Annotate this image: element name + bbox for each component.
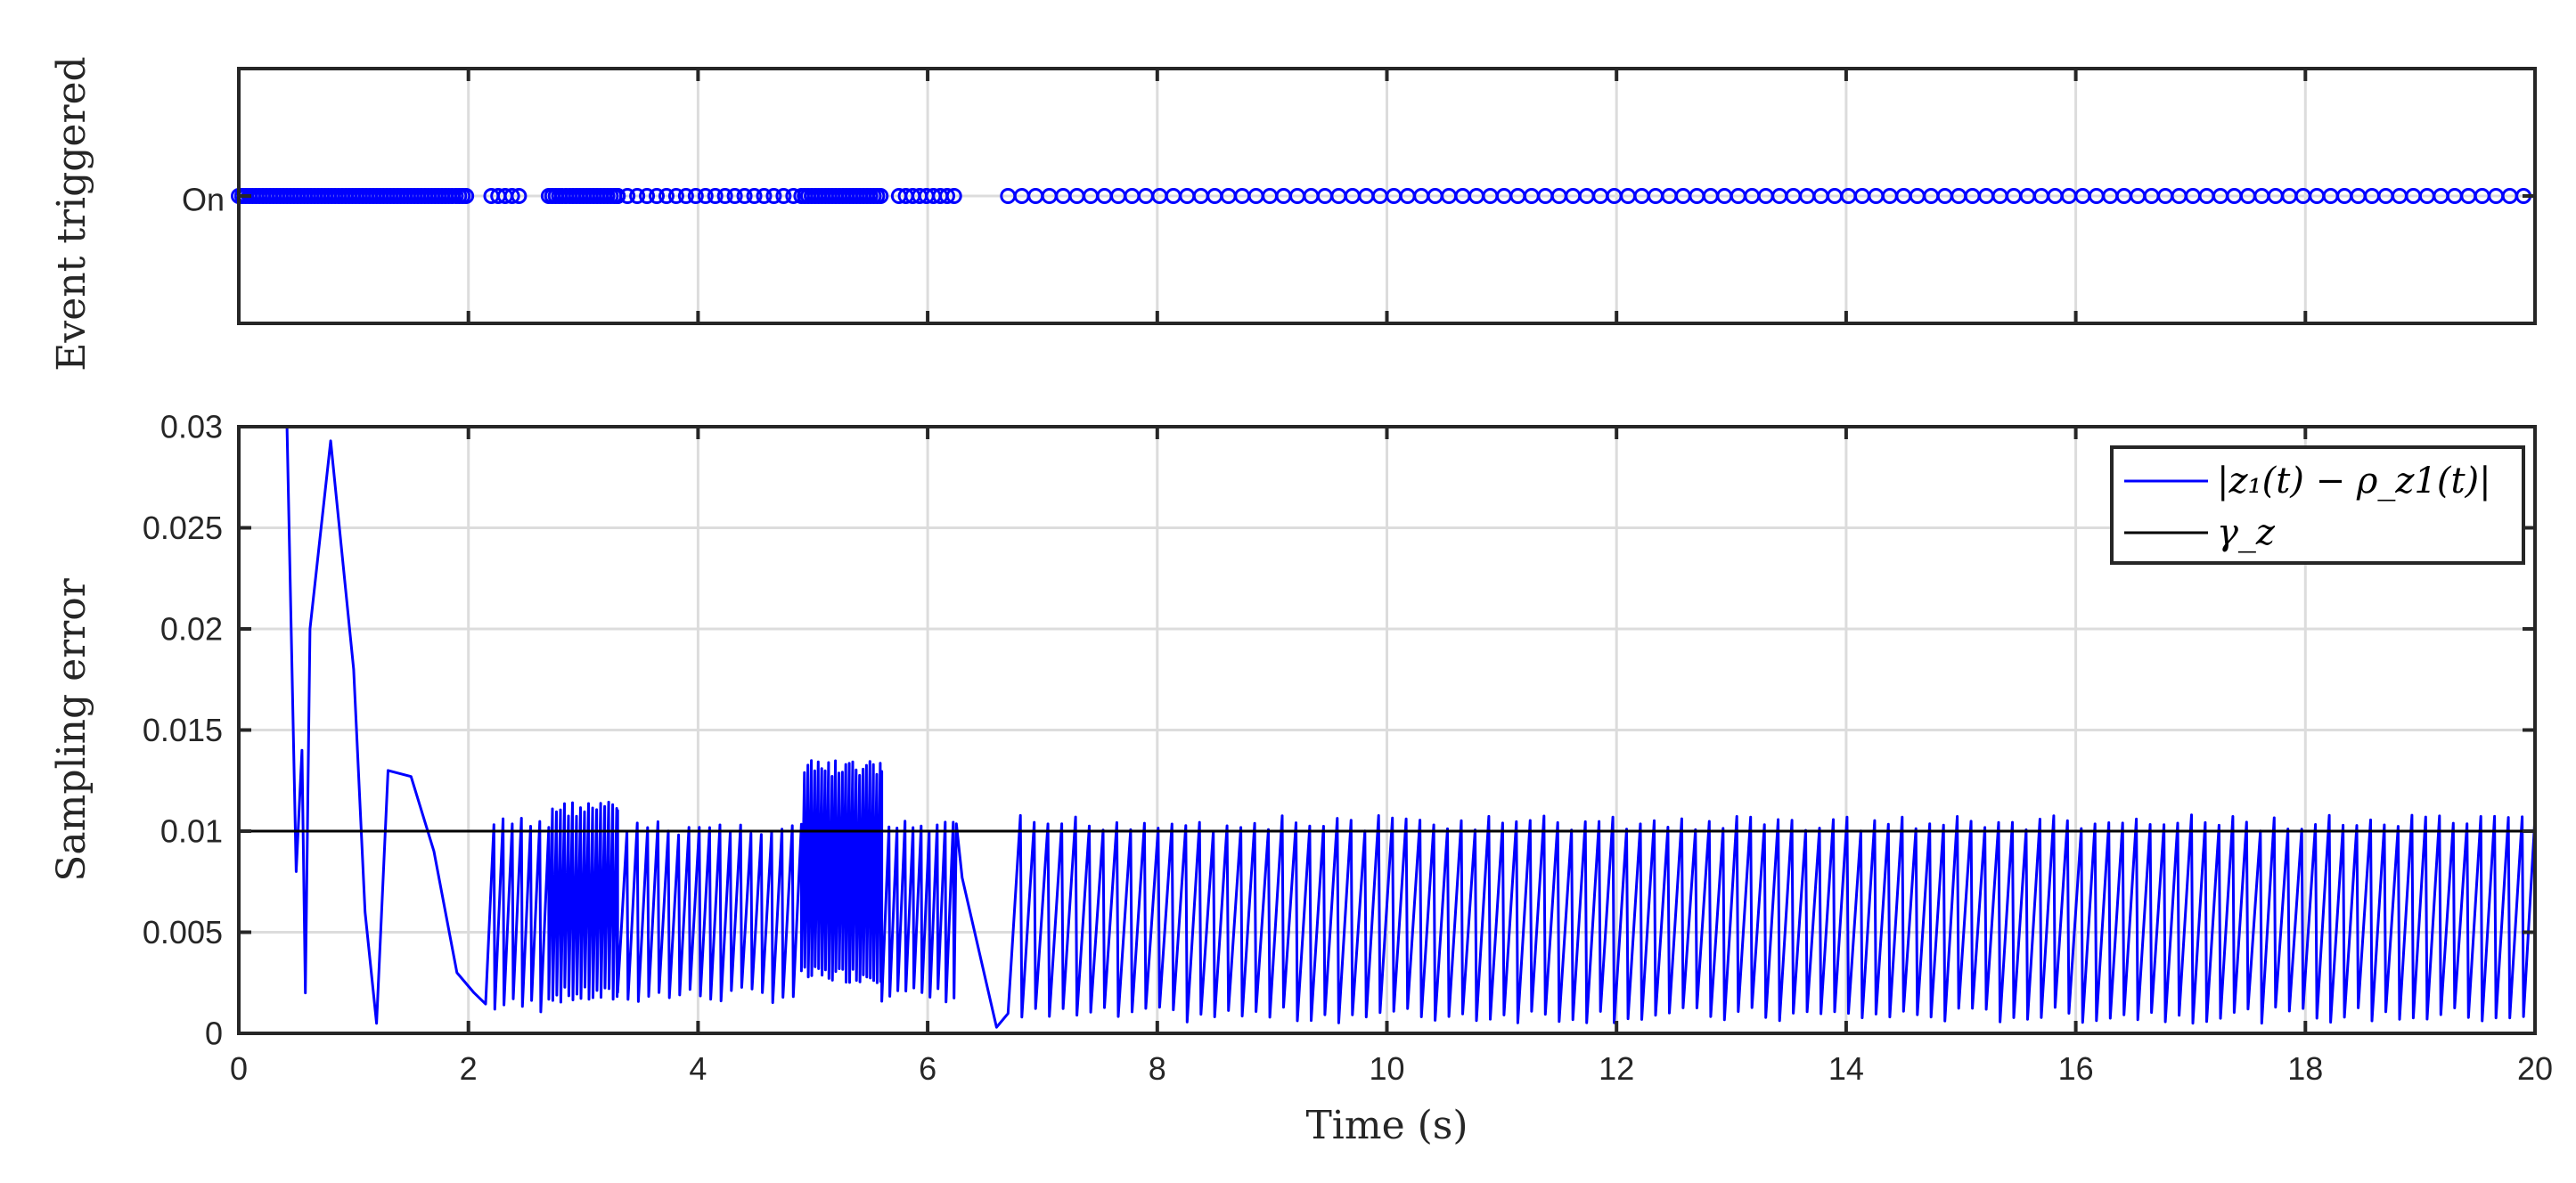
- x-tick-label: 18: [2287, 1050, 2323, 1087]
- event-marker: [736, 188, 753, 204]
- x-tick-label: 12: [1599, 1050, 1634, 1087]
- event-marker: [726, 188, 743, 204]
- x-tick-label: 4: [689, 1050, 707, 1087]
- y-axis-label: Sampling error: [49, 577, 94, 881]
- legend-box: [2110, 445, 2525, 565]
- x-tick-label: 16: [2058, 1050, 2094, 1087]
- y-tick-label: 0.005: [143, 914, 223, 950]
- event-marker: [667, 188, 684, 204]
- x-tick-label: 8: [1149, 1050, 1166, 1087]
- event-marker: [458, 188, 475, 204]
- event-marker: [872, 188, 889, 204]
- legend-label-sampling-error: |z₁(t) − ρ_z1(t)|: [2217, 461, 2491, 502]
- y-tick-label: 0.03: [160, 409, 223, 445]
- y-tick-label: 0.01: [160, 813, 223, 850]
- event-marker: [503, 188, 520, 204]
- event-marker: [658, 188, 675, 204]
- event-marker: [716, 188, 733, 204]
- bottom-ticks: [237, 425, 2537, 1035]
- x-tick-labels: 0 2 4 6 8 10 12 14 16 18 20: [230, 1050, 2553, 1087]
- event-marker: [945, 188, 962, 204]
- y-tick-label: 0.02: [160, 611, 223, 648]
- event-marker: [619, 188, 636, 204]
- top-ticks: [237, 69, 2537, 323]
- event-marker: [765, 188, 782, 204]
- x-tick-label: 6: [919, 1050, 936, 1087]
- legend: |z₁(t) − ρ_z1(t)| γ_z: [2110, 445, 2525, 565]
- event-marker: [939, 188, 956, 204]
- x-tick-label: 14: [1828, 1050, 1864, 1087]
- top-ylabel: Event triggered: [49, 56, 94, 371]
- event-marker: [746, 188, 763, 204]
- y-tick-label: 0: [205, 1016, 223, 1052]
- series-line-sampling-error: [285, 427, 2535, 1029]
- x-tick-label: 0: [230, 1050, 248, 1087]
- event-marker: [756, 188, 773, 204]
- legend-label-threshold: γ_z: [2217, 512, 2276, 553]
- event-marker: [775, 188, 792, 204]
- event-marker: [707, 188, 724, 204]
- y-tick-label: 0.015: [143, 712, 223, 748]
- event-marker: [677, 188, 694, 204]
- x-tick-label: 20: [2517, 1050, 2553, 1087]
- y-tick-labels: 0 0.005 0.01 0.015 0.02 0.025 0.03: [143, 409, 223, 1052]
- event-marker: [697, 188, 714, 204]
- sampling-error-panel: 0 2 4 6 8 10 12 14 16 18 20 0 0.005 0.01 0.015 0.02 0.0…: [49, 409, 2553, 1149]
- event-marker: [609, 188, 626, 204]
- event-marker: [687, 188, 704, 204]
- top-ytick-label-on: On: [182, 182, 225, 218]
- event-marker: [785, 188, 802, 204]
- event-triggered-panel: On Event triggered: [49, 56, 2537, 371]
- event-marker: [639, 188, 656, 204]
- event-marker: [629, 188, 646, 204]
- event-marker: [511, 188, 527, 204]
- x-tick-label: 2: [460, 1050, 478, 1087]
- x-axis-label: Time (s): [1305, 1103, 1468, 1148]
- event-marker: [649, 188, 666, 204]
- x-tick-label: 10: [1369, 1050, 1404, 1087]
- y-tick-label: 0.025: [143, 510, 223, 546]
